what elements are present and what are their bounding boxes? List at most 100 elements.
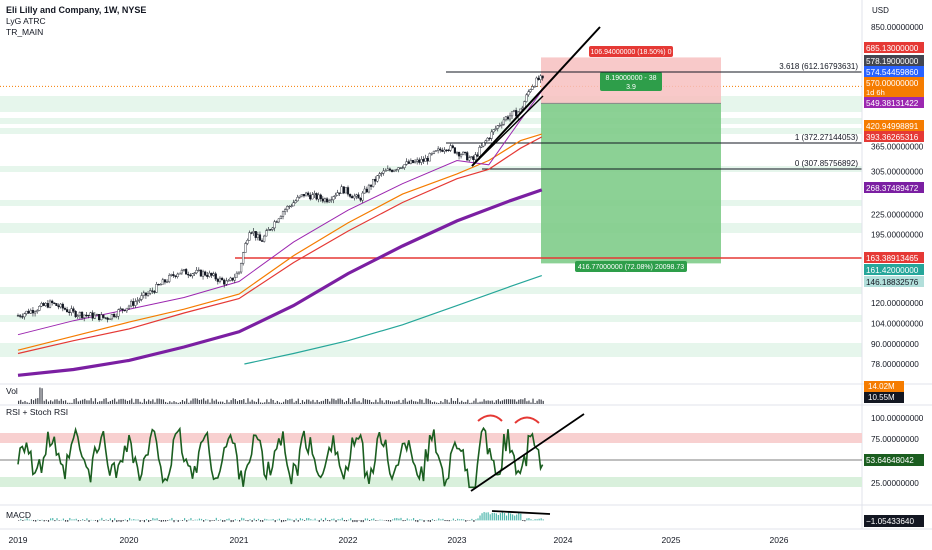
price-tick-label: 225.00000000 <box>871 211 924 220</box>
macd-bar <box>299 518 301 521</box>
volume-bar <box>477 402 479 404</box>
volume-bar <box>540 399 542 404</box>
macd-bar <box>186 520 188 522</box>
macd-bar <box>538 518 540 521</box>
candle-body <box>149 290 152 294</box>
macd-bar <box>408 519 410 521</box>
macd-bar <box>308 518 310 521</box>
volume-bar <box>60 398 62 404</box>
candle-body <box>378 173 381 176</box>
macd-bar <box>362 520 364 523</box>
take-profit-zone <box>541 103 721 264</box>
macd-bar <box>41 519 43 521</box>
volume-bar <box>360 402 362 404</box>
macd-bar <box>297 520 299 522</box>
candle-body <box>83 314 86 318</box>
macd-bar <box>158 520 160 521</box>
candle-body <box>468 157 471 161</box>
candle-body <box>72 308 75 312</box>
candle-body <box>451 145 454 148</box>
volume-bar <box>241 400 243 404</box>
candle-body <box>422 159 425 162</box>
candle-body <box>176 273 179 277</box>
candle-body <box>286 206 289 210</box>
rsi-tick-label: 75.00000000 <box>871 435 919 444</box>
volume-bar <box>516 401 518 404</box>
candle-body <box>53 302 56 304</box>
candle-body <box>44 303 47 306</box>
volume-bar <box>137 398 139 404</box>
volume-bar <box>94 398 97 404</box>
candle-body <box>220 277 224 281</box>
macd-bar <box>333 518 335 521</box>
candle-body <box>104 317 107 319</box>
candle-body <box>374 178 377 182</box>
volume-bar <box>532 398 534 404</box>
macd-bar <box>483 512 485 521</box>
volume-bar <box>450 398 452 404</box>
volume-bar <box>461 400 463 404</box>
macd-bar <box>219 519 222 521</box>
candle-body <box>529 89 532 93</box>
candle-body <box>288 205 291 208</box>
macd-bar <box>169 519 171 521</box>
macd-bar <box>385 520 387 521</box>
macd-bar <box>84 520 86 521</box>
volume-bar <box>398 399 400 404</box>
volume-bar <box>41 388 43 404</box>
candle-body <box>447 149 450 152</box>
macd-bar <box>516 514 518 521</box>
candle-body <box>482 142 485 147</box>
macd-bar <box>402 520 404 522</box>
volume-bar <box>463 402 465 404</box>
volume-bar <box>318 402 320 404</box>
volume-bar <box>222 401 224 404</box>
volume-bar <box>526 401 528 404</box>
candle-body <box>25 310 28 314</box>
volume-bar <box>264 402 266 404</box>
candle-body <box>115 315 118 318</box>
macd-bar <box>268 519 270 521</box>
macd-bar <box>485 512 487 521</box>
candle-body <box>519 108 522 113</box>
volume-bar <box>139 401 141 404</box>
candle-body <box>376 175 379 182</box>
macd-bar <box>306 518 308 521</box>
candle-body <box>432 150 436 154</box>
volume-bar <box>483 399 485 404</box>
macd-bar <box>379 519 381 521</box>
volume-bar <box>69 402 71 404</box>
volume-bar <box>79 400 82 404</box>
volume-bar <box>410 399 413 404</box>
macd-bar <box>222 520 224 522</box>
candle-body <box>359 198 362 201</box>
volume-bar <box>73 399 75 404</box>
volume-bar <box>141 402 143 404</box>
volume-bar <box>343 402 346 404</box>
macd-badge <box>864 515 924 527</box>
candle-body <box>325 198 329 203</box>
volume-bar <box>209 402 211 404</box>
candle-body <box>260 240 264 242</box>
macd-bar <box>287 518 289 521</box>
macd-bar <box>493 512 495 521</box>
volume-bar <box>173 401 175 404</box>
candle-body <box>284 209 287 212</box>
macd-bar <box>257 518 260 521</box>
macd-bar <box>358 520 360 521</box>
candle-body <box>502 119 505 125</box>
candle-body <box>330 199 333 201</box>
macd-bar <box>412 518 415 521</box>
macd-bar <box>232 520 234 522</box>
macd-bar <box>322 520 325 522</box>
macd-bar <box>335 520 337 523</box>
macd-bar <box>71 519 73 521</box>
volume-bar <box>389 401 392 404</box>
volume-bar <box>381 400 383 404</box>
volume-bar <box>534 402 536 404</box>
candle-body <box>344 187 348 194</box>
candle-body <box>204 271 207 276</box>
candle-body <box>61 303 64 309</box>
time-tick-label: 2025 <box>662 535 681 545</box>
